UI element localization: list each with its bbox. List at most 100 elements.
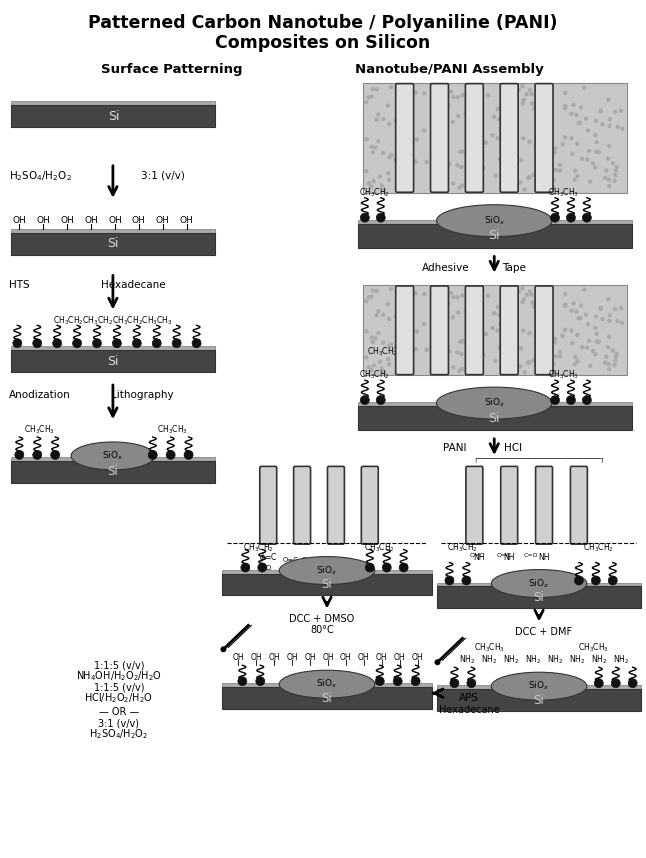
Circle shape: [575, 113, 578, 117]
Text: CH$_3$CH$_2$: CH$_3$CH$_2$: [243, 541, 274, 554]
Circle shape: [586, 347, 589, 349]
Circle shape: [438, 146, 441, 149]
Circle shape: [365, 356, 368, 359]
Circle shape: [457, 115, 460, 118]
Circle shape: [443, 94, 446, 97]
Circle shape: [464, 152, 467, 154]
Circle shape: [377, 113, 380, 116]
Text: NH$_2$: NH$_2$: [503, 654, 519, 667]
FancyBboxPatch shape: [430, 286, 448, 375]
FancyBboxPatch shape: [361, 467, 379, 544]
Circle shape: [571, 341, 574, 345]
Circle shape: [365, 329, 368, 333]
Text: NH: NH: [538, 553, 550, 562]
Circle shape: [588, 149, 590, 153]
Text: $\phi$=C: $\phi$=C: [259, 551, 277, 564]
Circle shape: [192, 339, 201, 347]
Circle shape: [414, 160, 417, 163]
Text: Si: Si: [107, 237, 119, 250]
Circle shape: [589, 365, 592, 367]
Circle shape: [595, 141, 598, 143]
Circle shape: [395, 329, 398, 331]
Circle shape: [33, 339, 42, 347]
Circle shape: [408, 334, 410, 336]
Circle shape: [72, 339, 81, 347]
Text: NH$_2$: NH$_2$: [569, 654, 585, 667]
Circle shape: [558, 355, 561, 358]
Circle shape: [470, 164, 473, 166]
Circle shape: [431, 342, 433, 346]
Circle shape: [370, 295, 373, 299]
Circle shape: [603, 176, 607, 179]
Circle shape: [614, 355, 618, 359]
FancyBboxPatch shape: [535, 83, 553, 192]
Circle shape: [583, 86, 586, 89]
Text: H$_2$SO$_4$/H$_2$O$_2$: H$_2$SO$_4$/H$_2$O$_2$: [89, 727, 149, 741]
Circle shape: [492, 116, 495, 118]
Circle shape: [587, 323, 589, 326]
Circle shape: [550, 213, 559, 222]
Circle shape: [33, 450, 42, 459]
Text: OH: OH: [251, 653, 262, 662]
Circle shape: [484, 333, 487, 335]
Circle shape: [553, 151, 556, 154]
Bar: [363, 83, 627, 193]
Circle shape: [388, 156, 391, 159]
Circle shape: [382, 118, 385, 120]
Circle shape: [512, 94, 514, 97]
Circle shape: [561, 143, 564, 146]
Bar: [12, 347, 216, 350]
Circle shape: [408, 130, 412, 132]
Circle shape: [532, 359, 535, 362]
Circle shape: [390, 86, 393, 88]
Text: Anodization: Anodization: [9, 390, 71, 400]
Circle shape: [576, 174, 579, 178]
Text: CH$_3$CH$_3$: CH$_3$CH$_3$: [474, 641, 505, 654]
Bar: [12, 101, 216, 105]
Bar: [12, 228, 216, 233]
Circle shape: [506, 347, 509, 350]
Circle shape: [501, 306, 504, 310]
Circle shape: [616, 125, 619, 128]
Circle shape: [595, 150, 598, 154]
Circle shape: [523, 371, 526, 374]
Circle shape: [372, 364, 375, 367]
Circle shape: [553, 341, 556, 343]
Circle shape: [394, 346, 397, 348]
Circle shape: [532, 173, 535, 177]
Circle shape: [615, 353, 618, 355]
Text: Hexadecane: Hexadecane: [439, 705, 500, 715]
Bar: [12, 233, 216, 255]
Circle shape: [594, 166, 597, 169]
Circle shape: [564, 293, 567, 295]
Circle shape: [422, 129, 426, 132]
FancyBboxPatch shape: [465, 286, 483, 375]
Circle shape: [459, 150, 462, 154]
Circle shape: [370, 336, 373, 339]
Circle shape: [505, 103, 508, 106]
Circle shape: [594, 353, 597, 356]
Circle shape: [377, 140, 380, 142]
Circle shape: [393, 677, 402, 686]
Circle shape: [491, 327, 494, 329]
Text: O: O: [287, 566, 293, 572]
Circle shape: [470, 301, 473, 304]
Circle shape: [404, 299, 407, 302]
Bar: [437, 686, 641, 689]
Text: OH: OH: [340, 653, 351, 662]
Circle shape: [535, 310, 538, 313]
Circle shape: [570, 112, 573, 115]
FancyBboxPatch shape: [501, 467, 517, 544]
Circle shape: [437, 289, 441, 292]
Circle shape: [579, 317, 581, 319]
Ellipse shape: [71, 442, 155, 470]
Circle shape: [258, 563, 267, 572]
Circle shape: [452, 316, 454, 319]
Circle shape: [608, 319, 611, 322]
Circle shape: [605, 355, 608, 359]
Circle shape: [574, 169, 577, 172]
Text: NH$_2$: NH$_2$: [590, 654, 607, 667]
Circle shape: [422, 92, 426, 94]
Bar: [222, 683, 432, 687]
Circle shape: [172, 339, 181, 347]
